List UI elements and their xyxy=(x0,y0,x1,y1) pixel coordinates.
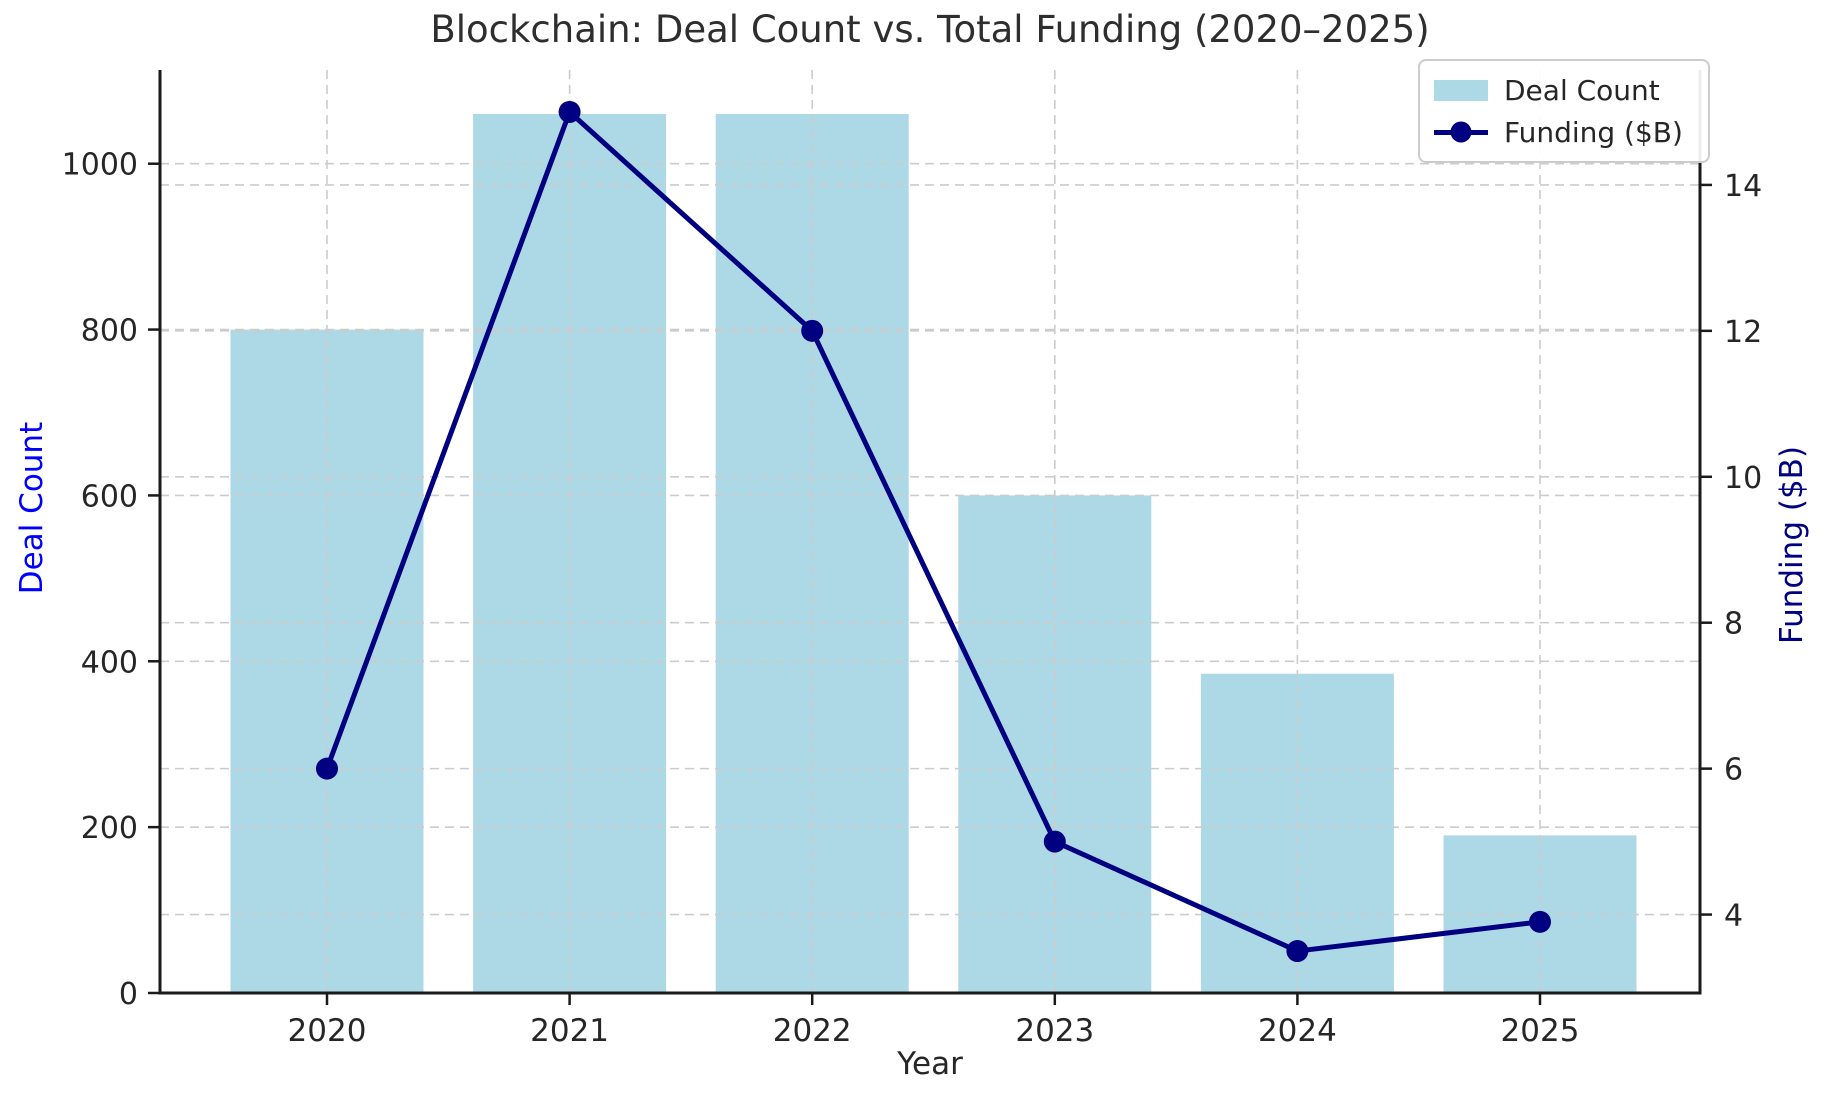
right-tick-label: 12 xyxy=(1724,315,1762,350)
x-tick-label: 2025 xyxy=(1501,1013,1580,1049)
left-axis-label: Deal Count xyxy=(14,421,50,595)
data-point-2025 xyxy=(1529,910,1551,933)
x-tick-label: 2022 xyxy=(773,1013,852,1049)
x-tick-label: 2024 xyxy=(1258,1013,1337,1049)
right-tick-label: 14 xyxy=(1724,169,1762,204)
right-tick-label: 4 xyxy=(1724,899,1743,934)
left-tick-label: 800 xyxy=(81,314,138,349)
data-point-2024 xyxy=(1286,940,1309,963)
data-point-2020 xyxy=(316,757,338,780)
right-tick-label: 8 xyxy=(1724,607,1743,642)
x-tick-label: 2021 xyxy=(530,1013,609,1049)
x-tick-label: 2020 xyxy=(288,1013,367,1049)
right-tick-label: 10 xyxy=(1724,461,1762,496)
left-tick-label: 1000 xyxy=(62,148,138,183)
legend-item-funding: Funding ($B) xyxy=(1434,111,1696,153)
funding-line xyxy=(324,109,1541,954)
funding-line-swatch-icon xyxy=(1434,121,1488,143)
x-tick-label: 2023 xyxy=(1015,1013,1094,1049)
funding-marker-sample xyxy=(1450,121,1472,143)
legend: Deal Count Funding ($B) xyxy=(1418,59,1710,163)
bar-2024 xyxy=(1200,673,1394,993)
data-point-2023 xyxy=(1043,830,1066,853)
right-axis-label: Funding ($B) xyxy=(1774,445,1810,645)
legend-item-deal-count: Deal Count xyxy=(1434,69,1696,111)
left-tick-label: 200 xyxy=(81,811,138,846)
legend-label-funding: Funding ($B) xyxy=(1504,115,1683,149)
chart-title: Blockchain: Deal Count vs. Total Funding… xyxy=(430,8,1430,51)
deal-count-swatch-icon xyxy=(1434,79,1488,101)
legend-label-deal-count: Deal Count xyxy=(1504,73,1660,107)
x-axis-label: Year xyxy=(897,1046,963,1082)
left-tick-label: 0 xyxy=(119,977,138,1012)
right-tick-label: 6 xyxy=(1724,753,1743,788)
data-point-2022 xyxy=(801,319,824,342)
data-point-2021 xyxy=(558,100,581,123)
left-tick-label: 600 xyxy=(81,479,138,514)
left-tick-label: 400 xyxy=(81,645,138,680)
